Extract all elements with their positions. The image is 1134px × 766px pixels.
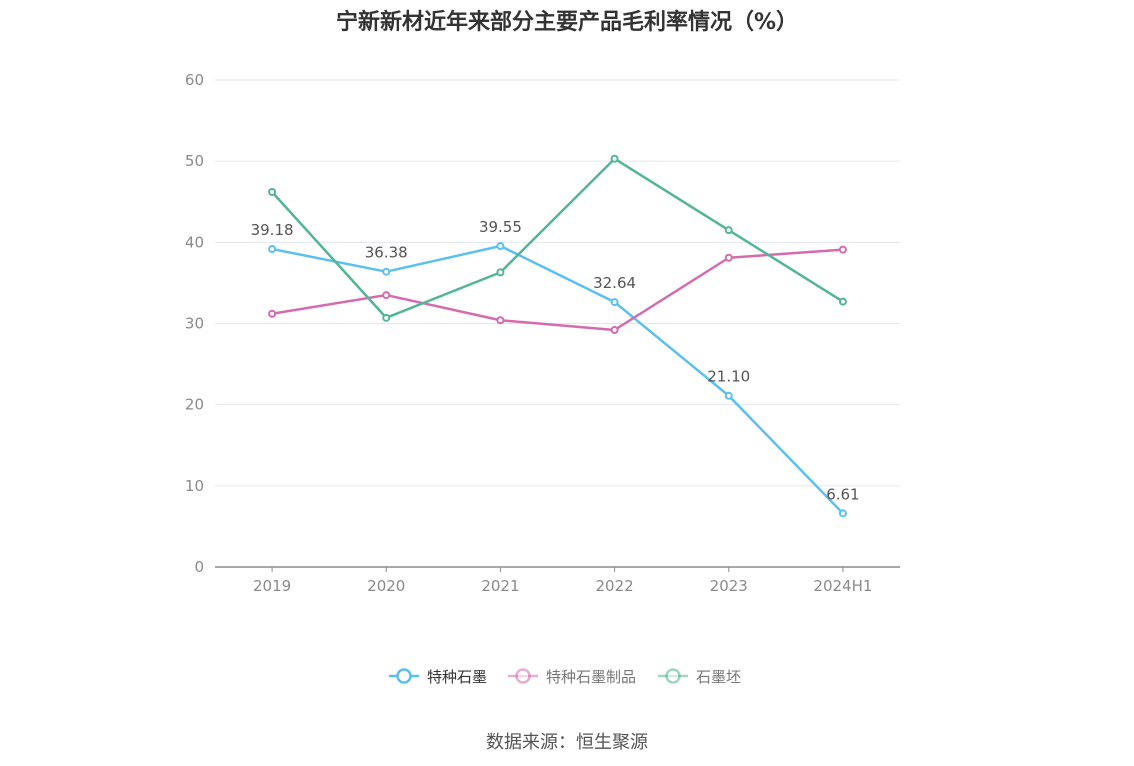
- data-point: [724, 253, 733, 262]
- y-tick-label: 40: [185, 233, 204, 251]
- data-point: [268, 244, 277, 253]
- legend-label: 特种石墨: [427, 668, 487, 686]
- data-point: [496, 241, 505, 250]
- series-line: [271, 244, 844, 515]
- data-point: [268, 309, 277, 318]
- legend-marker: [515, 668, 531, 684]
- series-2: [268, 245, 847, 334]
- x-axis: 2019 2020 2021 2022 2023 2024H1: [215, 566, 900, 595]
- legend-label: 石墨坯: [696, 668, 741, 686]
- legend-label: 特种石墨制品: [546, 668, 636, 686]
- y-tick-label: 10: [185, 477, 204, 495]
- data-label: 39.55: [479, 218, 522, 236]
- x-tick-label: 2024H1: [813, 577, 872, 595]
- data-point: [724, 391, 733, 400]
- data-label: 32.64: [593, 274, 636, 292]
- data-point: [724, 226, 733, 235]
- series-3: [268, 154, 847, 322]
- x-tick-label: 2021: [481, 577, 519, 595]
- data-point: [838, 509, 847, 518]
- data-label: 21.10: [707, 368, 750, 386]
- series-line: [271, 157, 844, 320]
- chart-title: 宁新新材近年来部分主要产品毛利率情况（%）: [335, 10, 799, 35]
- series-group: 39.18 36.38 39.55 32.64 21.10 6.61: [251, 154, 860, 518]
- legend-item-1[interactable]: 特种石墨: [389, 668, 487, 686]
- data-point: [496, 316, 505, 325]
- y-tick-label: 30: [185, 315, 204, 333]
- y-tick-label: 50: [185, 152, 204, 170]
- x-tick-label: 2023: [710, 577, 748, 595]
- legend-item-3[interactable]: 石墨坯: [658, 668, 741, 686]
- data-point: [268, 188, 277, 197]
- data-label: 39.18: [251, 221, 294, 239]
- x-tick-label: 2019: [253, 577, 291, 595]
- data-point: [838, 297, 847, 306]
- data-point: [610, 154, 619, 163]
- legend-marker: [396, 668, 412, 684]
- x-tick-label: 2022: [595, 577, 633, 595]
- series-1: 39.18 36.38 39.55 32.64 21.10 6.61: [251, 218, 860, 518]
- data-point: [382, 313, 391, 322]
- data-point: [610, 325, 619, 334]
- data-point: [496, 268, 505, 277]
- y-axis: 0 10 20 30 40 50 60: [185, 71, 204, 576]
- legend-marker: [665, 668, 681, 684]
- legend[interactable]: 特种石墨 特种石墨制品 石墨坯: [389, 668, 741, 686]
- data-point: [382, 291, 391, 300]
- data-label: 36.38: [365, 244, 408, 262]
- x-tick-label: 2020: [367, 577, 405, 595]
- y-tick-label: 0: [194, 558, 204, 576]
- y-tick-label: 60: [185, 71, 204, 89]
- data-point: [610, 298, 619, 307]
- source-note: 数据来源：恒生聚源: [486, 732, 648, 753]
- y-tick-label: 20: [185, 396, 204, 414]
- grid-lines: [215, 79, 900, 487]
- data-point: [838, 245, 847, 254]
- legend-item-2[interactable]: 特种石墨制品: [508, 668, 636, 686]
- series-line: [271, 248, 844, 332]
- data-label: 6.61: [826, 485, 859, 503]
- data-point: [382, 267, 391, 276]
